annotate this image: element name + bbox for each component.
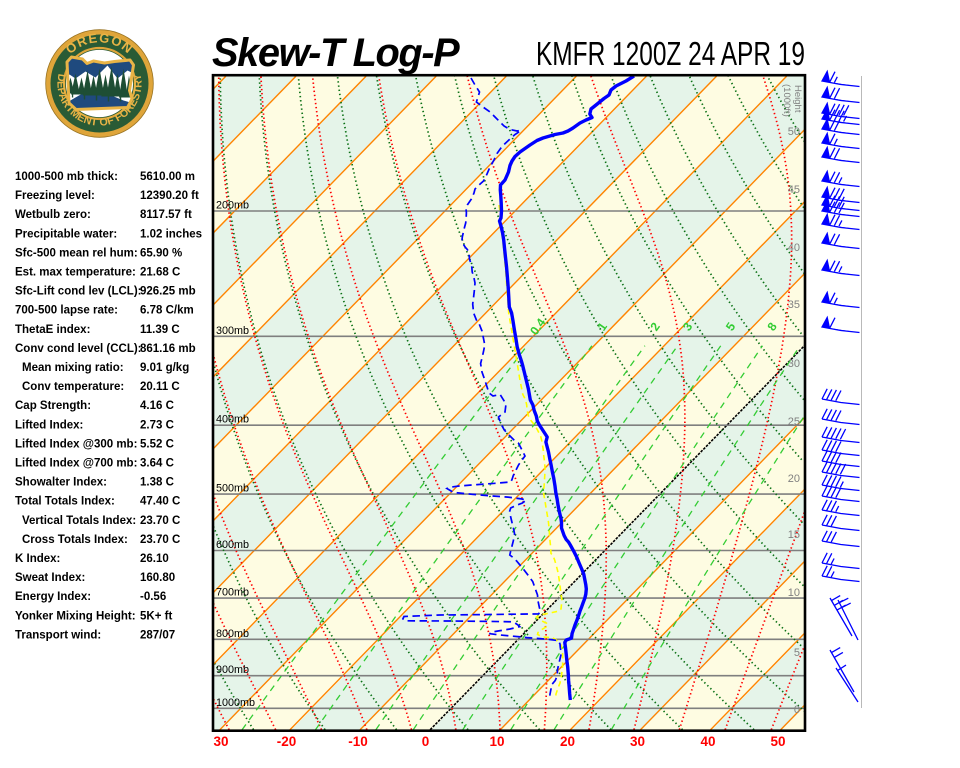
svg-text:30: 30 [630, 734, 645, 749]
svg-text:3.64 C: 3.64 C [140, 458, 174, 470]
svg-text:45: 45 [788, 184, 800, 196]
svg-text:Yonker Mixing Height:: Yonker Mixing Height: [15, 610, 136, 622]
svg-text:0: 0 [794, 704, 800, 716]
svg-text:1.38 C: 1.38 C [140, 477, 174, 489]
svg-text:Lifted Index @700 mb:: Lifted Index @700 mb: [15, 458, 137, 470]
svg-text:35: 35 [788, 299, 800, 311]
svg-text:8117.57 ft: 8117.57 ft [140, 209, 192, 221]
svg-text:0: 0 [422, 734, 430, 749]
svg-text:15: 15 [788, 529, 800, 541]
svg-text:1000mb: 1000mb [216, 697, 255, 709]
svg-text:6.78 C/km: 6.78 C/km [140, 305, 194, 317]
svg-text:Transport wind:: Transport wind: [15, 629, 101, 641]
svg-text:800mb: 800mb [216, 628, 249, 640]
svg-text:KMFR 1200Z 24 APR 19: KMFR 1200Z 24 APR 19 [536, 35, 805, 72]
svg-text:287/07: 287/07 [140, 629, 175, 641]
svg-text:300mb: 300mb [216, 325, 249, 337]
svg-text:Sweat Index:: Sweat Index: [15, 572, 85, 584]
svg-text:65.90 %: 65.90 % [140, 247, 182, 259]
svg-text:-10: -10 [348, 734, 368, 749]
svg-text:600mb: 600mb [216, 539, 249, 551]
svg-text:20.11 C: 20.11 C [140, 381, 180, 393]
svg-text:40: 40 [700, 734, 715, 749]
svg-text:50: 50 [788, 126, 800, 138]
svg-text:861.16 mb: 861.16 mb [140, 343, 196, 355]
svg-text:21.68 C: 21.68 C [140, 267, 180, 279]
svg-text:11.39 C: 11.39 C [140, 324, 180, 336]
svg-text:Precipitable water:: Precipitable water: [15, 228, 117, 240]
svg-text:10: 10 [489, 734, 504, 749]
svg-text:20: 20 [560, 734, 575, 749]
svg-text:9.01 g/kg: 9.01 g/kg [140, 362, 189, 374]
svg-text:25: 25 [788, 416, 800, 428]
svg-text:Sfc-500 mean rel hum:: Sfc-500 mean rel hum: [15, 247, 138, 259]
svg-text:30: 30 [788, 358, 800, 370]
svg-text:ThetaE index:: ThetaE index: [15, 324, 90, 336]
svg-text:Lifted Index @300 mb:: Lifted Index @300 mb: [15, 438, 137, 450]
svg-text:12390.20 ft: 12390.20 ft [140, 190, 199, 202]
svg-text:700mb: 700mb [216, 587, 249, 599]
svg-text:5610.00 m: 5610.00 m [140, 171, 195, 183]
svg-text:10: 10 [788, 587, 800, 599]
svg-text:-20: -20 [277, 734, 297, 749]
svg-text:700-500 lapse rate:: 700-500 lapse rate: [15, 305, 118, 317]
svg-text:Skew-T Log-P: Skew-T Log-P [212, 31, 460, 75]
svg-text:Sfc-Lift cond lev (LCL):: Sfc-Lift cond lev (LCL): [15, 286, 142, 298]
svg-text:5.52 C: 5.52 C [140, 438, 174, 450]
svg-text:50: 50 [770, 734, 785, 749]
svg-text:1.02 inches: 1.02 inches [140, 228, 202, 240]
svg-text:-0.56: -0.56 [140, 591, 166, 603]
svg-text:Wetbulb zero:: Wetbulb zero: [15, 209, 91, 221]
svg-text:40: 40 [788, 242, 800, 254]
svg-text:Est. max temperature:: Est. max temperature: [15, 267, 136, 279]
svg-text:K Index:: K Index: [15, 553, 60, 565]
svg-text:26.10: 26.10 [140, 553, 169, 565]
svg-text:200mb: 200mb [216, 200, 249, 212]
svg-text:Freezing level:: Freezing level: [15, 190, 95, 202]
svg-text:47.40 C: 47.40 C [140, 496, 180, 508]
svg-text:20: 20 [788, 473, 800, 485]
svg-text:Energy Index:: Energy Index: [15, 591, 91, 603]
svg-text:5K+ ft: 5K+ ft [140, 610, 172, 622]
svg-text:Height: Height [792, 85, 803, 113]
svg-text:4.16 C: 4.16 C [140, 400, 174, 412]
svg-text:5: 5 [794, 647, 800, 659]
svg-text:Lifted Index:: Lifted Index: [15, 419, 83, 431]
svg-text:500mb: 500mb [216, 483, 249, 495]
svg-text:900mb: 900mb [216, 664, 249, 676]
svg-text:400mb: 400mb [216, 414, 249, 426]
svg-text:Mean mixing ratio:: Mean mixing ratio: [22, 362, 124, 374]
svg-text:926.25 mb: 926.25 mb [140, 286, 196, 298]
svg-text:(1000ft): (1000ft) [781, 84, 792, 117]
svg-text:Cap Strength:: Cap Strength: [15, 400, 91, 412]
svg-text:Total Totals Index:: Total Totals Index: [15, 496, 115, 508]
svg-text:Conv temperature:: Conv temperature: [22, 381, 124, 393]
svg-text:30: 30 [213, 734, 228, 749]
svg-text:Vertical Totals Index:: Vertical Totals Index: [22, 515, 136, 527]
svg-text:2.73 C: 2.73 C [140, 419, 174, 431]
svg-text:23.70 C: 23.70 C [140, 534, 180, 546]
svg-text:23.70 C: 23.70 C [140, 515, 180, 527]
svg-text:Cross Totals Index:: Cross Totals Index: [22, 534, 128, 546]
svg-text:Showalter Index:: Showalter Index: [15, 477, 107, 489]
svg-text:1000-500 mb thick:: 1000-500 mb thick: [15, 171, 118, 183]
svg-text:Conv cond level (CCL):: Conv cond level (CCL): [15, 343, 142, 355]
svg-text:160.80: 160.80 [140, 572, 175, 584]
